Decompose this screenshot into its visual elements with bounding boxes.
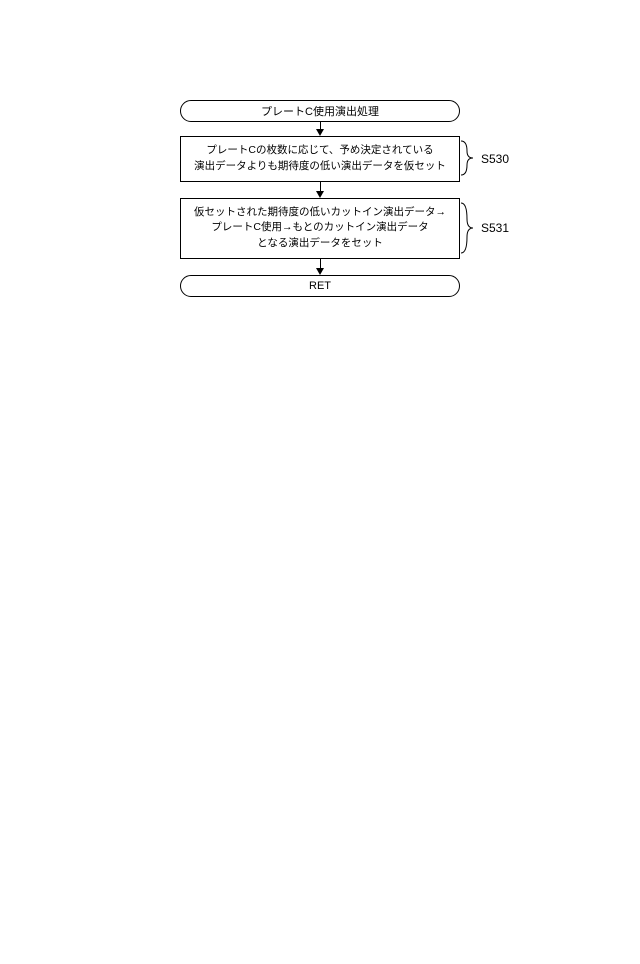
s531-line3: となる演出データをセット — [189, 236, 451, 252]
brace-s531 — [461, 199, 475, 258]
arrow-1 — [160, 122, 480, 136]
s530-line1: プレートCの枚数に応じて、予め決定されている — [189, 143, 451, 159]
brace-s530 — [461, 137, 475, 181]
process-s531: 仮セットされた期待度の低いカットイン演出データ→ プレートC使用→もとのカットイ… — [180, 198, 460, 259]
start-terminal: プレートC使用演出処理 — [180, 100, 460, 122]
s530-line2: 演出データよりも期待度の低い演出データを仮セット — [189, 159, 451, 175]
s531-label: S531 — [481, 219, 509, 237]
flowchart-container: プレートC使用演出処理 プレートCの枚数に応じて、予め決定されている 演出データ… — [160, 100, 480, 297]
end-label: RET — [309, 280, 331, 292]
start-label: プレートC使用演出処理 — [261, 103, 379, 119]
s531-line1: 仮セットされた期待度の低いカットイン演出データ→ — [189, 205, 451, 221]
s530-label: S530 — [481, 150, 509, 168]
arrow-2 — [160, 182, 480, 198]
process-s530: プレートCの枚数に応じて、予め決定されている 演出データよりも期待度の低い演出デ… — [180, 136, 460, 182]
arrow-3 — [160, 259, 480, 275]
end-terminal: RET — [180, 275, 460, 297]
s531-line2: プレートC使用→もとのカットイン演出データ — [189, 220, 451, 236]
